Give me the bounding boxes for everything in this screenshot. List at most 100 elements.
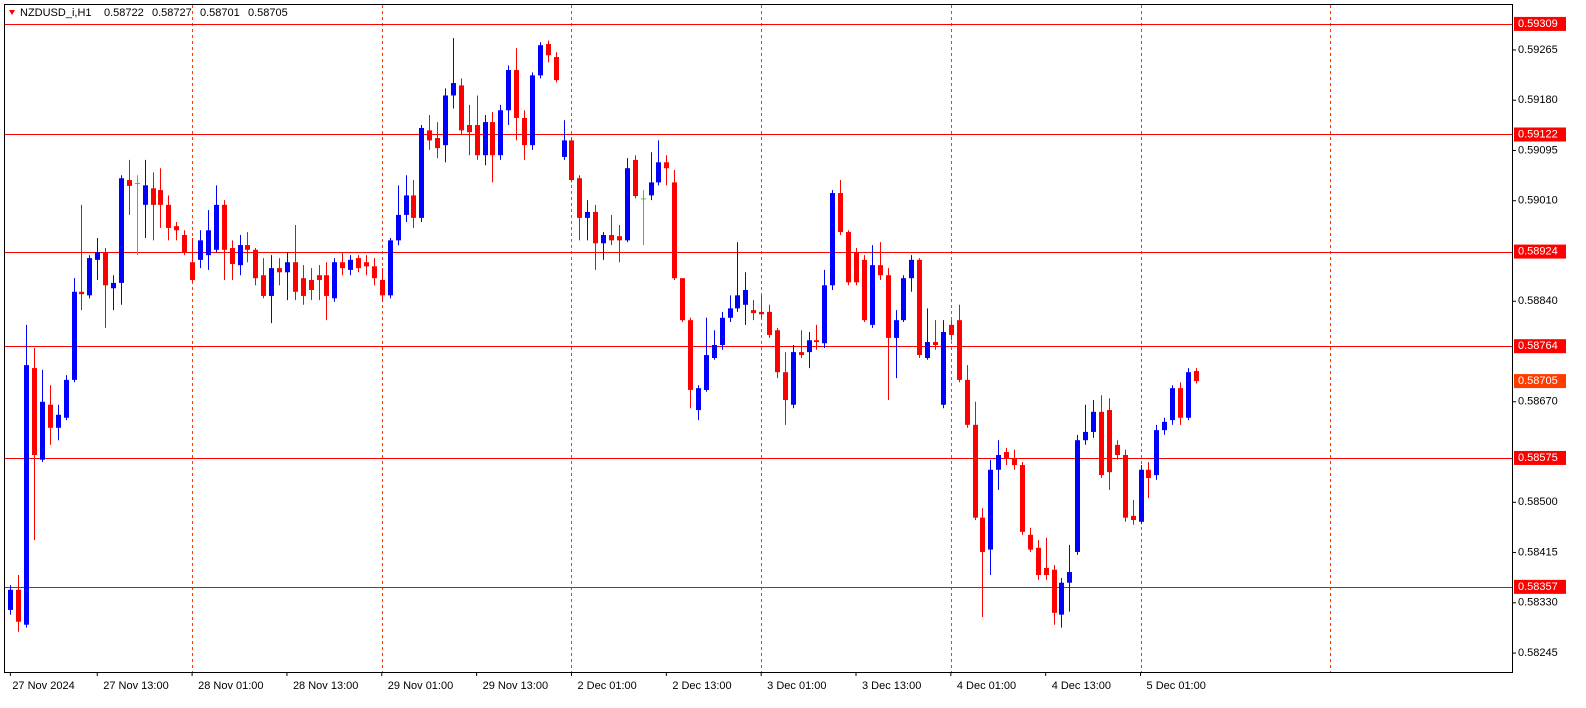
candle-body (514, 70, 519, 118)
candle-body (1091, 411, 1096, 432)
candle-body (8, 589, 13, 610)
x-tick-label: 28 Nov 13:00 (293, 680, 358, 692)
candle-body (332, 262, 337, 299)
x-tick-label: 2 Dec 13:00 (672, 680, 731, 692)
candle-body (1107, 410, 1112, 473)
candle-body (965, 379, 970, 425)
candle-body (127, 180, 132, 186)
candle-body (467, 125, 472, 133)
x-tick-label: 4 Dec 01:00 (957, 680, 1016, 692)
candle-body (783, 372, 788, 400)
candle-body (546, 44, 551, 56)
candle-body (712, 345, 717, 359)
candle-body (830, 193, 835, 286)
candle-body (1052, 569, 1057, 613)
chart-title: NZDUSD_i,H1 (20, 7, 92, 19)
candle-body (1044, 567, 1049, 576)
candle-body (443, 95, 448, 146)
candle-body (1012, 457, 1017, 466)
candle-body (79, 291, 84, 295)
x-tick-label: 29 Nov 01:00 (388, 680, 453, 692)
y-tick-label: 0.58670 (1518, 396, 1558, 408)
level-label: 0.59122 (1518, 128, 1558, 140)
candle-body (1186, 372, 1191, 418)
candle-body (435, 138, 440, 149)
x-tick-label: 2 Dec 01:00 (577, 680, 636, 692)
candle-body (95, 252, 100, 260)
candle-body (269, 268, 274, 296)
candle-body (562, 140, 567, 157)
candle-body (16, 589, 21, 622)
candle-body (696, 388, 701, 411)
candle-body (649, 182, 654, 196)
candle-body (585, 211, 590, 218)
candle-body (680, 278, 685, 321)
candle-body (728, 308, 733, 318)
level-label-bg (1514, 579, 1566, 594)
candle-body (538, 45, 543, 76)
header-high: 0.58727 (152, 7, 192, 19)
candle-body (324, 275, 329, 296)
candle-body (759, 311, 764, 315)
level-label-bg (1514, 339, 1566, 354)
candle-body (253, 249, 258, 279)
candle-body (459, 85, 464, 131)
candle-body (704, 355, 709, 390)
candle-body (222, 204, 227, 250)
candle-body (862, 259, 867, 321)
candle-body (799, 352, 804, 356)
candle-body (988, 469, 993, 550)
candle-body (577, 178, 582, 218)
level-label: 0.58357 (1518, 581, 1558, 593)
y-tick-label: 0.58330 (1518, 597, 1558, 609)
candle-body (238, 245, 243, 266)
candle-body (641, 198, 646, 200)
candle-body (1075, 440, 1080, 552)
candle-body (40, 401, 45, 460)
x-tick-label: 3 Dec 01:00 (767, 680, 826, 692)
candle-body (1154, 430, 1159, 476)
candle-body (973, 424, 978, 518)
x-tick-label: 3 Dec 13:00 (862, 680, 921, 692)
candle-body (230, 248, 235, 264)
candle-body (593, 211, 598, 244)
candle-body (340, 262, 345, 269)
candle-body (72, 291, 77, 380)
candle-body (151, 188, 156, 205)
x-tick-label: 27 Nov 2024 (12, 680, 74, 692)
candle-body (894, 320, 899, 338)
candle-body (522, 117, 527, 146)
y-tick-label: 0.59095 (1518, 144, 1558, 156)
candle-body (206, 230, 211, 256)
candle-body (901, 278, 906, 321)
candle-body (475, 125, 480, 156)
y-tick-label: 0.58840 (1518, 295, 1558, 307)
header-open: 0.58722 (104, 7, 144, 19)
candle-body (174, 226, 179, 231)
candle-body (356, 258, 361, 269)
candle-body (846, 232, 851, 283)
candle-body (451, 83, 456, 96)
candle-body (775, 330, 780, 373)
candle-body (1139, 469, 1144, 522)
candle-body (411, 195, 416, 218)
candle-body (917, 259, 922, 356)
candle-body (182, 235, 187, 253)
candle-body (870, 265, 875, 325)
candle-body (609, 235, 614, 241)
candle-body (720, 317, 725, 346)
candle-body (1083, 431, 1088, 441)
plot-area (4, 5, 1512, 672)
price-label: 0.58705 (1518, 375, 1558, 387)
candle-body (427, 130, 432, 141)
y-tick-label: 0.59010 (1518, 195, 1558, 207)
header-low: 0.58701 (200, 7, 240, 19)
candle-body (1178, 388, 1183, 418)
candle-body (158, 190, 163, 205)
candle-body (24, 365, 29, 625)
candle-body (1146, 469, 1151, 479)
candle-body (119, 178, 124, 283)
candle-body (372, 266, 377, 279)
